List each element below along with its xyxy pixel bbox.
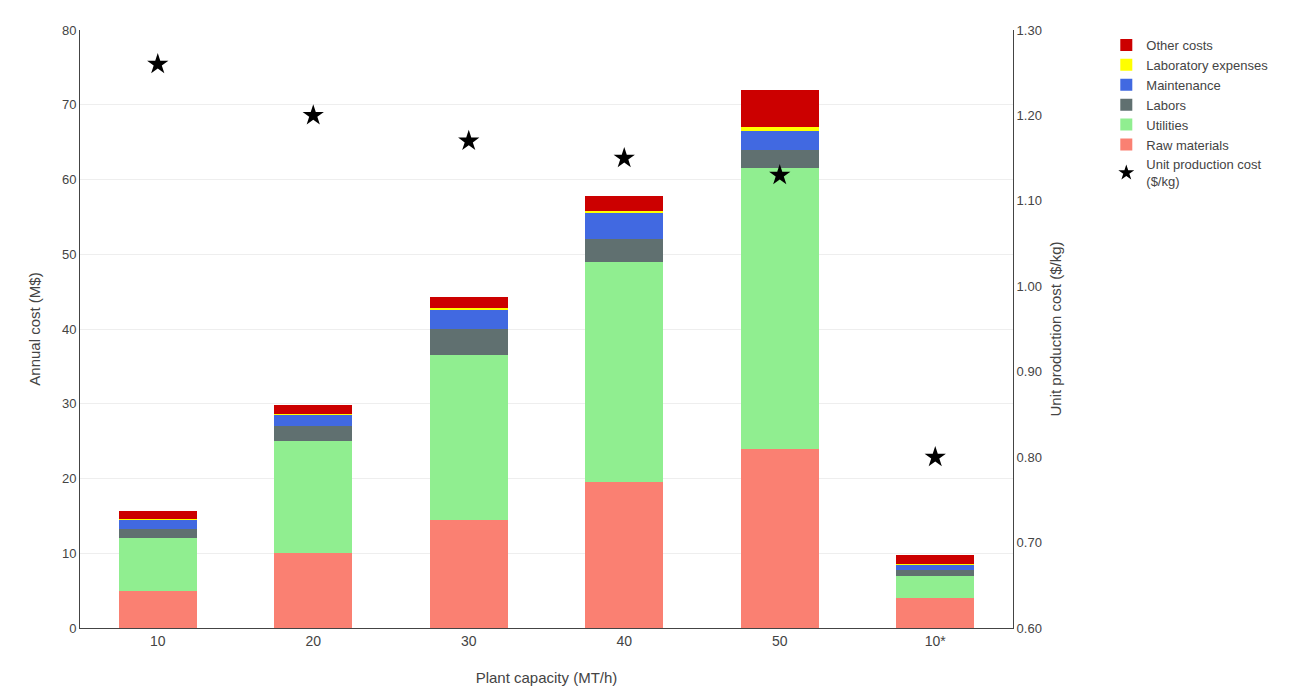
svg-text:10: 10 [150,633,166,649]
svg-text:20: 20 [62,471,76,486]
svg-text:60: 60 [62,172,76,187]
svg-text:Unit production cost ($/kg): Unit production cost ($/kg) [1047,241,1064,416]
svg-text:40: 40 [616,633,632,649]
svg-text:70: 70 [62,97,76,112]
svg-text:30: 30 [62,396,76,411]
svg-text:50: 50 [772,633,788,649]
svg-text:0.80: 0.80 [1017,450,1042,465]
svg-text:10: 10 [62,546,76,561]
svg-text:Laboratory expenses: Laboratory expenses [1146,58,1268,73]
svg-text:30: 30 [461,633,477,649]
svg-text:1.30: 1.30 [1017,23,1042,38]
svg-text:10*: 10* [925,633,947,649]
svg-text:20: 20 [305,633,321,649]
svg-text:Unit production cost($/kg): Unit production cost($/kg) [1146,157,1261,189]
svg-text:0.90: 0.90 [1017,364,1042,379]
svg-text:0: 0 [69,621,76,636]
svg-text:40: 40 [62,322,76,337]
svg-text:Raw materials: Raw materials [1146,138,1229,153]
svg-text:Annual cost (M$): Annual cost (M$) [26,272,43,385]
svg-text:1.10: 1.10 [1017,193,1042,208]
svg-text:0.60: 0.60 [1017,621,1042,636]
svg-text:1.00: 1.00 [1017,279,1042,294]
svg-text:1.20: 1.20 [1017,108,1042,123]
svg-text:Plant capacity (MT/h): Plant capacity (MT/h) [476,669,618,686]
svg-text:Labors: Labors [1146,98,1186,113]
svg-text:Other costs: Other costs [1146,38,1213,53]
svg-text:Maintenance: Maintenance [1146,78,1220,93]
svg-text:50: 50 [62,247,76,262]
svg-text:80: 80 [62,23,76,38]
svg-text:Utilities: Utilities [1146,118,1188,133]
svg-text:0.70: 0.70 [1017,535,1042,550]
